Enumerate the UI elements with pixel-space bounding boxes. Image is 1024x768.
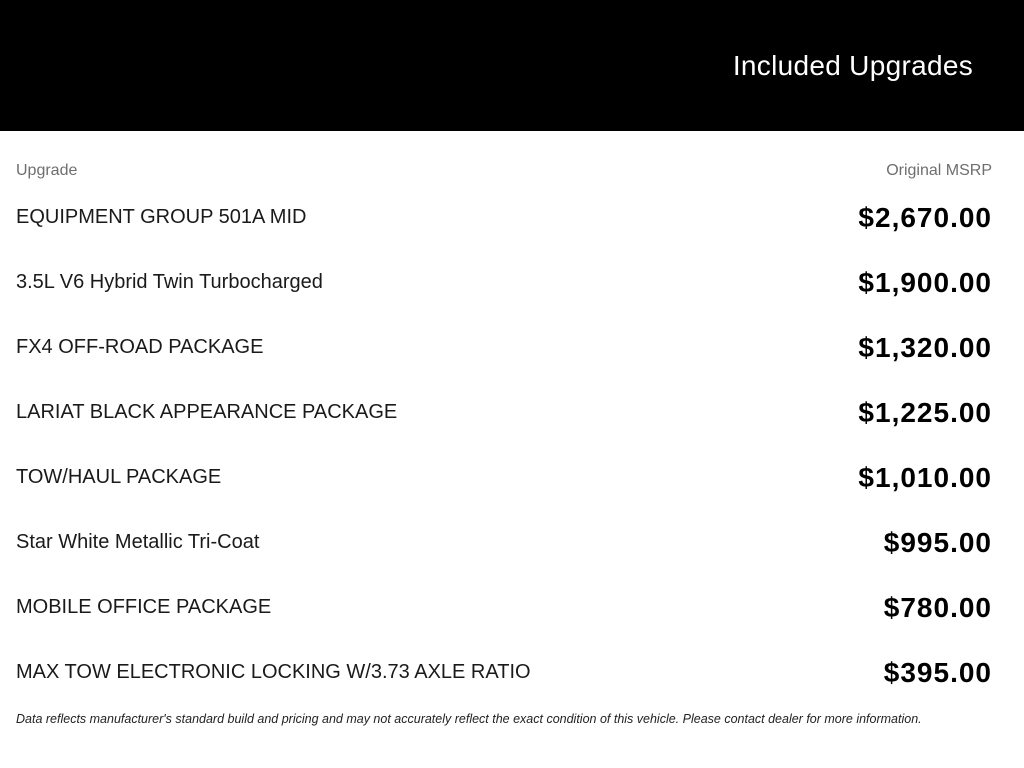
column-header-upgrade: Upgrade — [16, 162, 78, 179]
table-row: Star White Metallic Tri-Coat $995.00 — [16, 510, 992, 575]
upgrade-price: $780.00 — [883, 591, 992, 623]
table-row: MOBILE OFFICE PACKAGE $780.00 — [16, 575, 992, 640]
upgrade-name: Star White Metallic Tri-Coat — [16, 531, 260, 553]
upgrade-price: $1,225.00 — [858, 396, 992, 428]
table-row: EQUIPMENT GROUP 501A MID $2,670.00 — [16, 185, 992, 250]
upgrade-price: $1,320.00 — [858, 331, 992, 363]
upgrade-name: TOW/HAUL PACKAGE — [16, 466, 222, 488]
upgrade-name: MAX TOW ELECTRONIC LOCKING W/3.73 AXLE R… — [16, 661, 531, 683]
upgrades-table: Upgrade Original MSRP EQUIPMENT GROUP 50… — [0, 162, 1024, 727]
table-header-row: Upgrade Original MSRP — [16, 162, 992, 180]
upgrade-price: $1,900.00 — [858, 266, 992, 298]
page-title: Included Upgrades — [732, 49, 973, 81]
table-row: 3.5L V6 Hybrid Twin Turbocharged $1,900.… — [16, 250, 992, 315]
upgrade-price: $995.00 — [883, 526, 992, 558]
upgrade-name: EQUIPMENT GROUP 501A MID — [16, 206, 307, 228]
upgrade-price: $2,670.00 — [858, 201, 992, 233]
table-row: TOW/HAUL PACKAGE $1,010.00 — [16, 445, 992, 510]
column-header-msrp: Original MSRP — [886, 162, 992, 179]
upgrade-name: LARIAT BLACK APPEARANCE PACKAGE — [16, 401, 398, 423]
upgrade-name: 3.5L V6 Hybrid Twin Turbocharged — [16, 271, 323, 293]
table-row: FX4 OFF-ROAD PACKAGE $1,320.00 — [16, 315, 992, 380]
upgrade-name: FX4 OFF-ROAD PACKAGE — [16, 336, 264, 358]
upgrade-name: MOBILE OFFICE PACKAGE — [16, 596, 272, 618]
pricing-disclaimer: Data reflects manufacturer's standard bu… — [16, 712, 922, 726]
hero-banner: Included Upgrades — [0, 0, 1024, 131]
upgrade-price: $395.00 — [883, 656, 992, 688]
table-body: EQUIPMENT GROUP 501A MID $2,670.00 3.5L … — [16, 185, 992, 705]
table-row: MAX TOW ELECTRONIC LOCKING W/3.73 AXLE R… — [16, 640, 992, 705]
upgrade-price: $1,010.00 — [858, 461, 992, 493]
table-row: LARIAT BLACK APPEARANCE PACKAGE $1,225.0… — [16, 380, 992, 445]
